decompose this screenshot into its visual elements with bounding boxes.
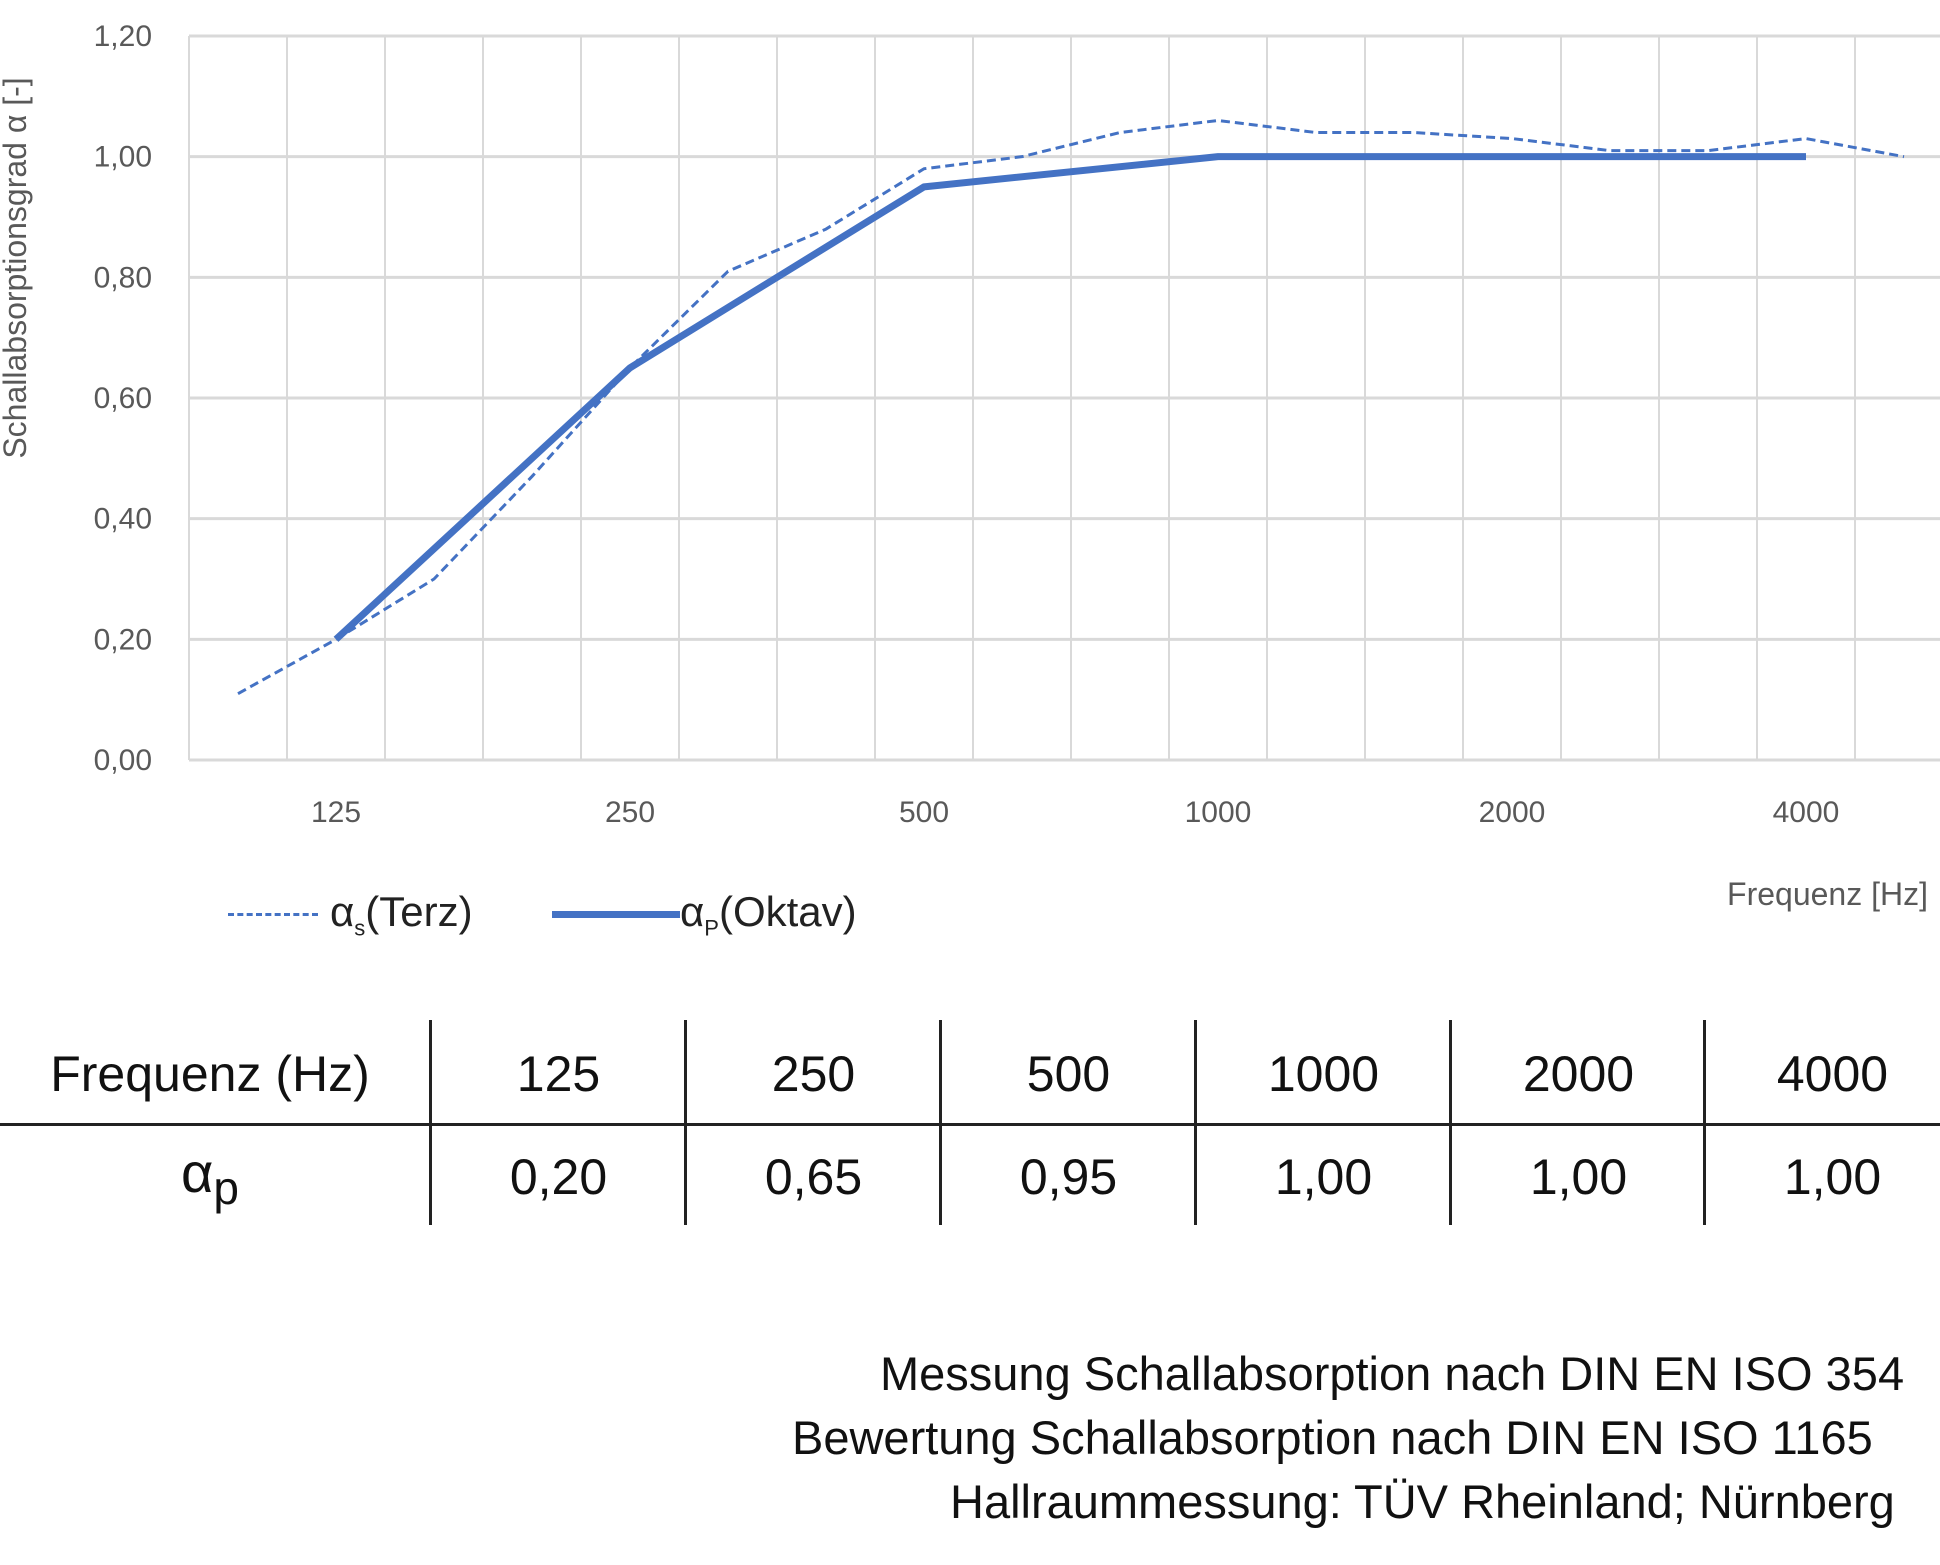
- legend-symbol: α: [330, 888, 355, 935]
- y-tick-label: 0,80: [94, 261, 152, 294]
- legend-terz: αs(Terz): [228, 888, 473, 941]
- legend-oktav: αP(Oktav): [552, 888, 857, 941]
- legend-label: (Terz): [365, 888, 473, 935]
- values-table: Frequenz (Hz) αp 125 0,20 250 0,65 500 0,95 10…: [0, 1020, 1940, 1230]
- x-tick-label: 250: [605, 796, 655, 829]
- table-column-divider: [939, 1020, 942, 1225]
- table-column-divider: [429, 1020, 432, 1225]
- table-header-label: Frequenz (Hz): [50, 1046, 370, 1102]
- table-value-cell: 0,95: [1019, 1149, 1118, 1205]
- table-value-cell: 1,00: [1274, 1149, 1373, 1205]
- table-header-cell: 1000: [1267, 1046, 1380, 1102]
- y-tick-label: 0,00: [94, 744, 152, 777]
- table-column-divider: [1449, 1020, 1452, 1225]
- legend-sub: s: [354, 915, 366, 941]
- table-header-cell: 4000: [1776, 1046, 1889, 1102]
- x-tick-label: 1000: [1185, 796, 1252, 829]
- legend-sub: P: [704, 915, 719, 941]
- legend-symbol: α: [680, 888, 705, 935]
- table-header-cell: 2000: [1522, 1046, 1635, 1102]
- y-tick-label: 1,20: [94, 20, 152, 53]
- legend-dashed-swatch: [228, 913, 318, 917]
- absorption-chart: 0,00 0,20 0,40 0,60 0,80 1,00 1,20 125 250 500 100…: [0, 20, 1940, 912]
- x-tick-label: 2000: [1479, 796, 1546, 829]
- table-value-cell: 0,65: [764, 1149, 863, 1205]
- table-header-cell: 125: [516, 1046, 601, 1102]
- y-tick-label: 0,20: [94, 623, 152, 656]
- note-lab: Hallraummessung: TÜV Rheinland; Nürnberg: [950, 1475, 1895, 1528]
- table-column-divider: [1703, 1020, 1706, 1225]
- table-divider: [0, 1123, 1940, 1126]
- table-value-cell: 1,00: [1529, 1149, 1628, 1205]
- table-value-cell: 0,20: [509, 1149, 608, 1205]
- table-value-cell: 1,00: [1783, 1149, 1882, 1205]
- series-line-oktav: [333, 153, 1806, 642]
- y-tick-label: 1,00: [94, 141, 152, 174]
- note-evaluation: Bewertung Schallabsorption nach DIN EN I…: [792, 1411, 1873, 1464]
- table-header-cell: 250: [771, 1046, 856, 1102]
- table-column-divider: [684, 1020, 687, 1225]
- x-tick-label: 125: [311, 796, 361, 829]
- legend-solid-swatch: [552, 911, 680, 919]
- x-tick-label: 4000: [1773, 796, 1840, 829]
- x-tick-label: 500: [899, 796, 949, 829]
- y-tick-label: 0,60: [94, 382, 152, 415]
- y-tick-label: 0,40: [94, 503, 152, 536]
- y-axis-title: Schallabsorptionsgrad α [-]: [0, 77, 33, 458]
- legend-label: (Oktav): [718, 888, 857, 935]
- table-row-label: αp: [181, 1141, 239, 1215]
- series-line-terz: [237, 118, 1905, 695]
- table-header-cell: 500: [1026, 1046, 1111, 1102]
- x-axis-title: Frequenz [Hz]: [1727, 876, 1928, 912]
- table-column-divider: [1194, 1020, 1197, 1225]
- note-measurement: Messung Schallabsorption nach DIN EN ISO…: [880, 1347, 1905, 1400]
